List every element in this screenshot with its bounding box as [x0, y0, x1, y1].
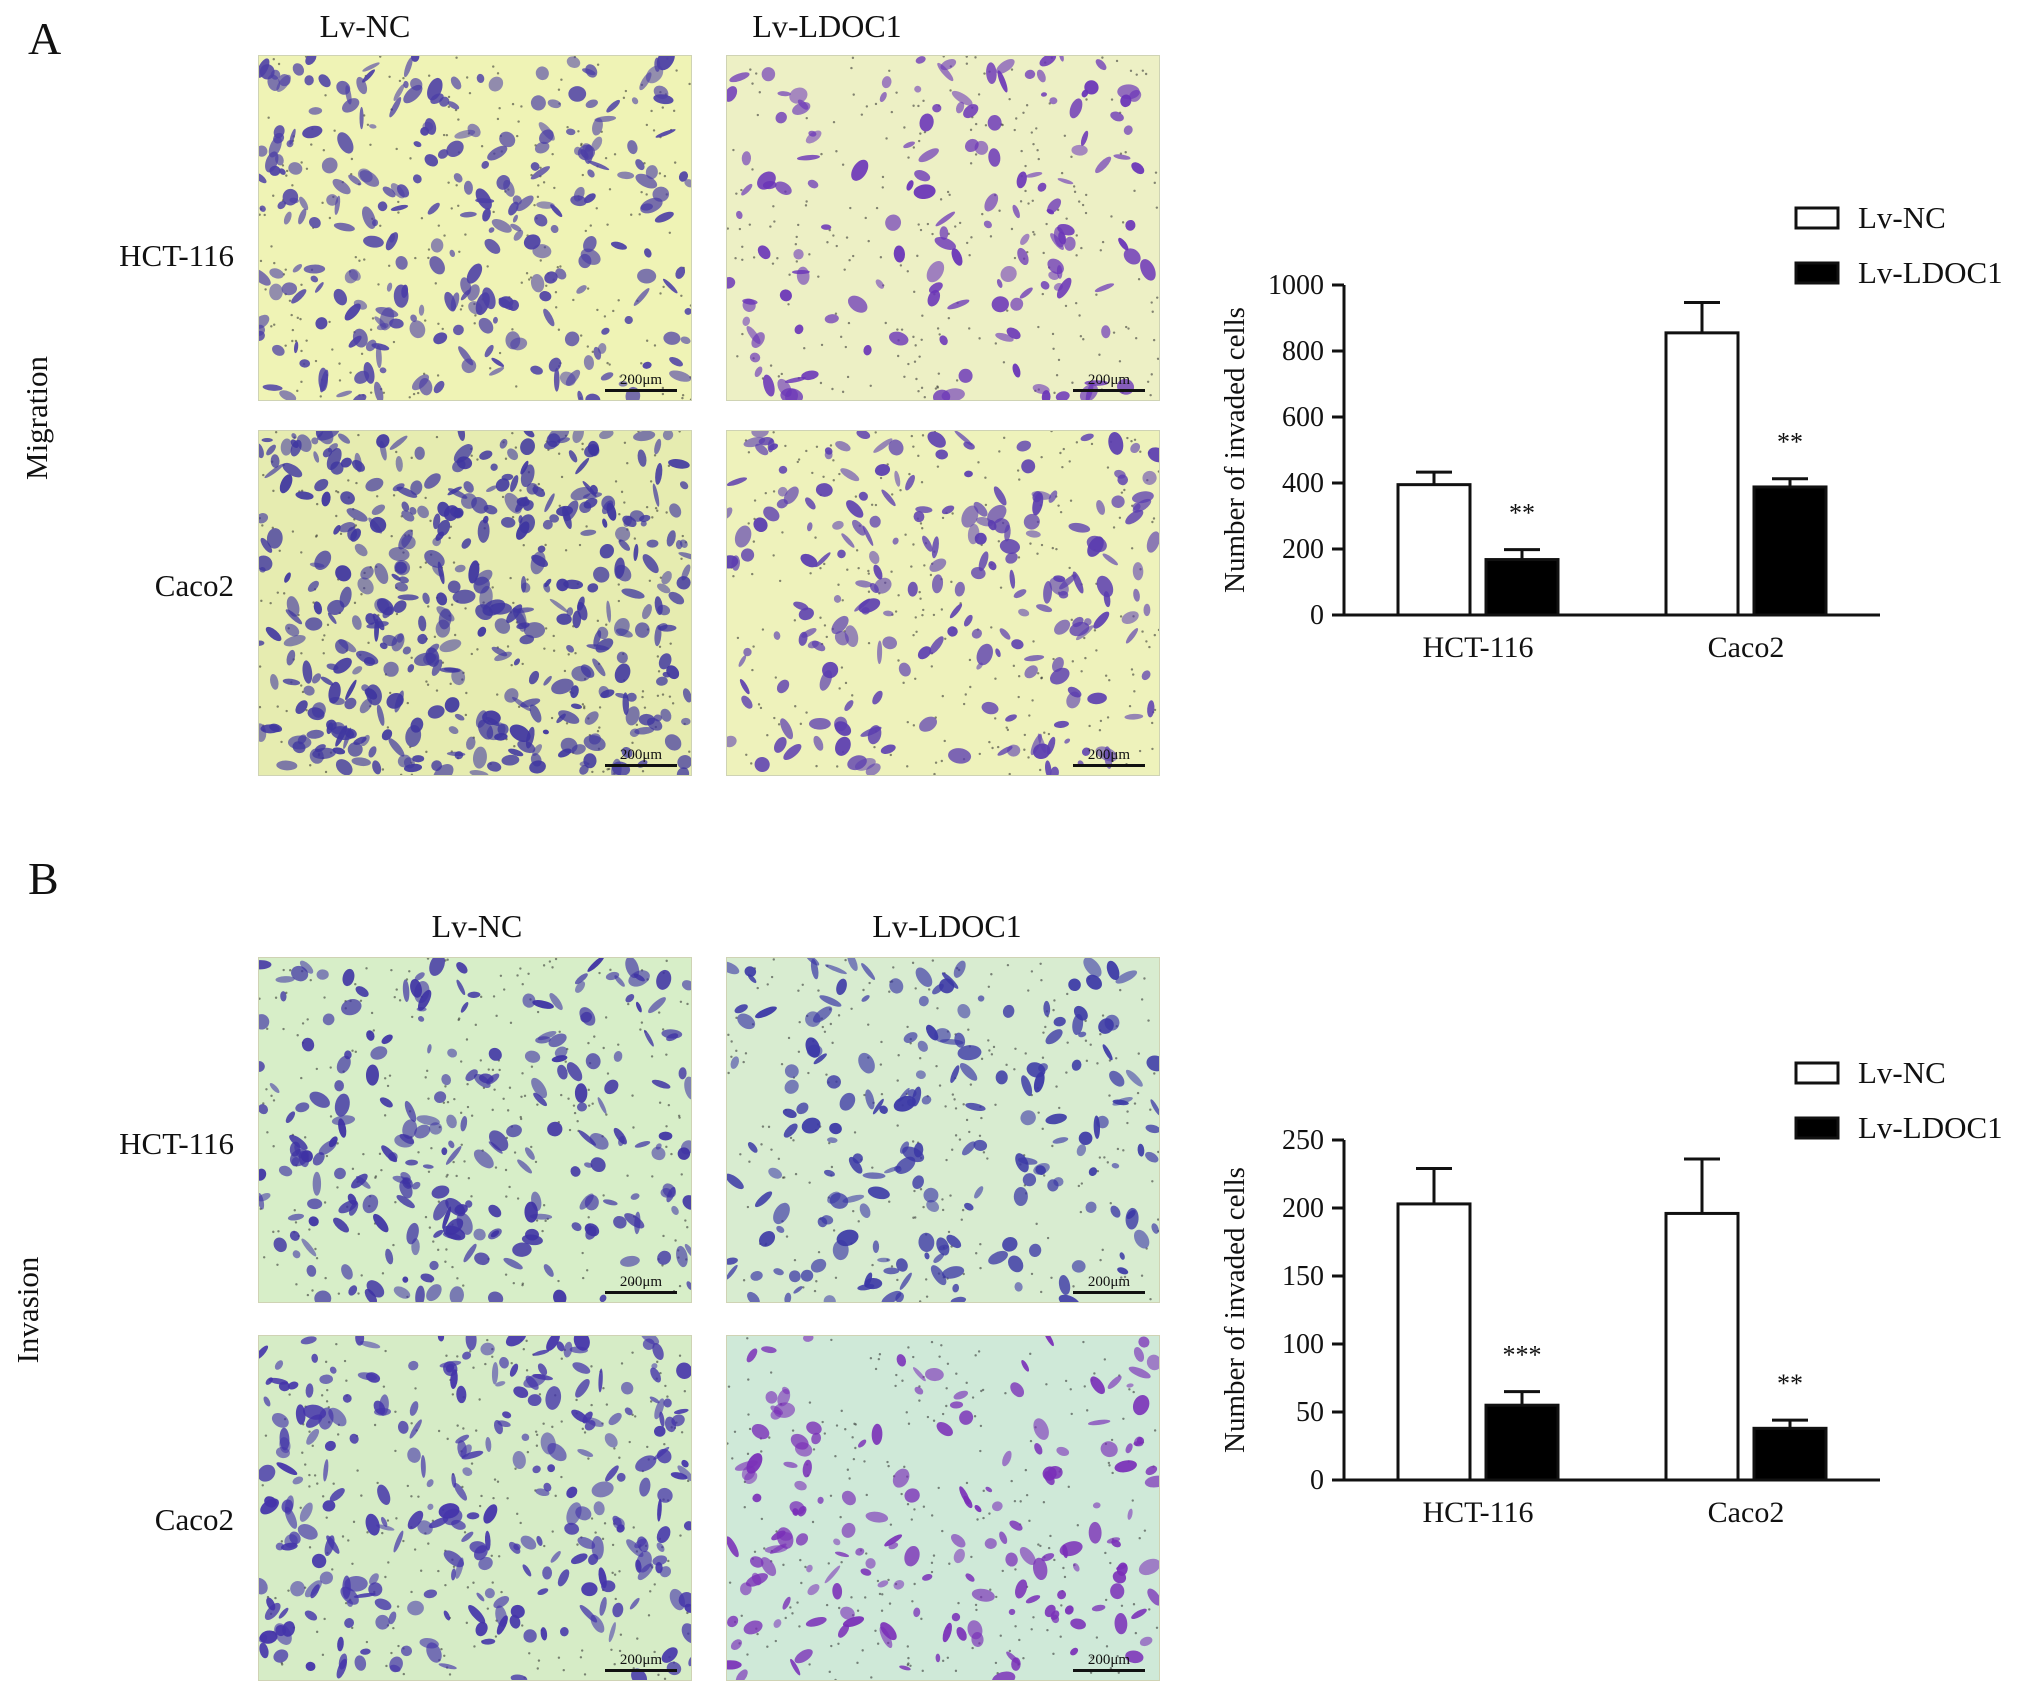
chart-canvas: 0 200 400 600 800 1000 Number of invaded cells… [1219, 200, 2003, 664]
y-axis-title: Number of invaded cells [1219, 307, 1251, 593]
y-tick-label: 400 [1282, 468, 1324, 499]
panel-a-micrograph-caco2-lvnc: 200μm [258, 430, 692, 776]
legend-swatch [1794, 206, 1840, 230]
panel-a-row-label-2: Caco2 [154, 568, 234, 603]
legend-label: Lv-LDOC1 [1858, 255, 2003, 290]
panel-b-micrograph-hct116-lvnc: 200μm [258, 957, 692, 1303]
scale-bar-line [605, 764, 677, 767]
panel-a-micrograph-caco2-lvldoc1: 200μm [726, 430, 1160, 776]
scale-bar: 200μm [605, 745, 677, 767]
panel-b-column-title-2: Lv-LDOC1 [872, 908, 1022, 944]
panel-b-column-title-1: Lv-NC [431, 908, 523, 944]
scale-bar-line [1073, 764, 1145, 767]
scale-bar-line [605, 1291, 677, 1294]
scale-bar: 200μm [1073, 1650, 1145, 1672]
scale-bar: 200μm [1073, 370, 1145, 392]
significance-marker: ** [1777, 1369, 1803, 1398]
panel-a-bar-chart: 0 200 400 600 800 1000 Number of invaded cells… [1190, 190, 2030, 690]
x-tick-label: Caco2 [1708, 631, 1785, 664]
scale-bar-label: 200μm [619, 1274, 663, 1290]
panel-b-row-label-1: HCT-116 [119, 1126, 234, 1161]
legend-label: Lv-LDOC1 [1858, 1110, 2003, 1145]
significance-marker: ** [1777, 428, 1803, 457]
panel-b-bar-chart: 0 50 100 150 200 250 Number of invaded cells **… [1190, 1045, 2030, 1555]
x-tick-label: Caco2 [1708, 1496, 1785, 1529]
scale-bar: 200μm [605, 1272, 677, 1294]
bar-lv-nc-hct-116 [1396, 483, 1472, 617]
bar-lv-nc-caco2 [1664, 1211, 1740, 1482]
legend-label: Lv-NC [1858, 1055, 1946, 1090]
scale-bar-line [1073, 1669, 1145, 1672]
y-tick-label: 50 [1296, 1397, 1324, 1428]
panel-a-micrograph-hct116-lvnc: 200μm [258, 55, 692, 401]
scale-bar-label: 200μm [1087, 1274, 1131, 1290]
panel-a-column-title-1: Lv-NC [319, 8, 411, 44]
panel-b-letter: B [28, 853, 59, 904]
significance-marker: *** [1503, 1341, 1542, 1370]
chart-canvas: 0 50 100 150 200 250 Number of invaded cells **… [1219, 1055, 2003, 1529]
y-tick-label: 150 [1282, 1261, 1324, 1292]
y-tick-label: 0 [1310, 600, 1324, 631]
panel-b-micrograph-caco2-lvnc: 200μm [258, 1335, 692, 1681]
micrograph-texture [259, 958, 691, 1302]
bar-lv-ldoc1-caco2 [1752, 485, 1828, 617]
legend-swatch [1794, 1116, 1840, 1140]
legend-swatch [1794, 1061, 1840, 1085]
significance-marker: ** [1509, 499, 1535, 528]
micrograph-texture [259, 56, 691, 400]
scale-bar-label: 200μm [619, 747, 663, 763]
micrograph-texture [259, 1336, 691, 1680]
scale-bar: 200μm [1073, 745, 1145, 767]
y-tick-label: 200 [1282, 534, 1324, 565]
y-tick-label: 100 [1282, 1329, 1324, 1360]
micrograph-texture [259, 431, 691, 775]
panel-a-micrograph-hct116-lvldoc1: 200μm [726, 55, 1160, 401]
scale-bar-line [605, 389, 677, 392]
scale-bar: 200μm [605, 1650, 677, 1672]
bar-lv-ldoc1-caco2 [1752, 1426, 1828, 1482]
bar-lv-nc-hct-116 [1396, 1202, 1472, 1482]
y-tick-label: 200 [1282, 1193, 1324, 1224]
micrograph-texture [727, 1336, 1159, 1680]
micrograph-texture [727, 431, 1159, 775]
x-tick-label: HCT-116 [1422, 631, 1533, 664]
scale-bar: 200μm [605, 370, 677, 392]
scale-bar: 200μm [1073, 1272, 1145, 1294]
panel-b-row-label-2: Caco2 [154, 1502, 234, 1537]
panel-a-row-label-1: HCT-116 [119, 238, 234, 273]
bar-lv-ldoc1-hct-116 [1484, 1403, 1560, 1482]
panel-b-side-label: Invasion [10, 1256, 45, 1364]
micrograph-texture [727, 56, 1159, 400]
bar-lv-ldoc1-hct-116 [1484, 558, 1560, 617]
panel-b-micrograph-caco2-lvldoc1: 200μm [726, 1335, 1160, 1681]
scale-bar-label: 200μm [1087, 747, 1131, 763]
scale-bar-label: 200μm [1087, 1652, 1131, 1668]
legend-swatch [1794, 261, 1840, 285]
y-tick-label: 0 [1310, 1465, 1324, 1496]
scale-bar-line [605, 1669, 677, 1672]
panel-a-letter: A [28, 13, 62, 64]
scale-bar-line [1073, 1291, 1145, 1294]
scale-bar-label: 200μm [1087, 372, 1131, 388]
scale-bar-label: 200μm [619, 1652, 663, 1668]
x-tick-label: HCT-116 [1422, 1496, 1533, 1529]
micrograph-texture [727, 958, 1159, 1302]
bar-lv-nc-caco2 [1664, 331, 1740, 617]
y-tick-label: 1000 [1268, 270, 1324, 301]
panel-a-side-label: Migration [19, 356, 54, 480]
y-tick-label: 800 [1282, 336, 1324, 367]
scale-bar-label: 200μm [619, 372, 663, 388]
scale-bar-line [1073, 389, 1145, 392]
legend-label: Lv-NC [1858, 200, 1946, 235]
y-tick-label: 600 [1282, 402, 1324, 433]
y-tick-label: 250 [1282, 1125, 1324, 1156]
panel-a-column-title-2: Lv-LDOC1 [752, 8, 902, 44]
y-axis-title: Number of invaded cells [1219, 1167, 1251, 1453]
panel-b-micrograph-hct116-lvldoc1: 200μm [726, 957, 1160, 1303]
